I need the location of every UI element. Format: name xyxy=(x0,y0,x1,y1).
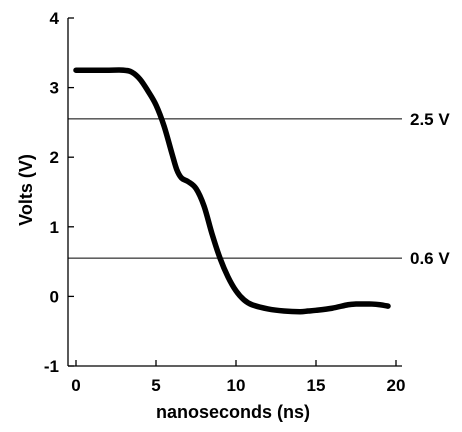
tick-labels: -1 0 1 2 3 4 0 5 10 15 20 xyxy=(44,9,406,395)
x-tick-label: 15 xyxy=(307,376,326,395)
axes xyxy=(67,17,402,367)
x-tick-label: 10 xyxy=(227,376,246,395)
y-axis-label: Volts (V) xyxy=(16,154,36,226)
series-line xyxy=(73,67,391,315)
y-tick-label: -1 xyxy=(44,357,59,376)
y-tick-label: 1 xyxy=(50,218,59,237)
x-tick-label: 20 xyxy=(387,376,406,395)
y-tick-label: 4 xyxy=(50,9,60,28)
series-group xyxy=(73,67,391,315)
reference-lines: 2.5 V 0.6 V xyxy=(68,110,450,268)
y-tick-label: 3 xyxy=(50,79,59,98)
x-axis-label: nanoseconds (ns) xyxy=(156,402,310,422)
y-tick-label: 2 xyxy=(50,148,59,167)
reference-line-label: 2.5 V xyxy=(410,110,450,129)
x-tick-label: 0 xyxy=(71,376,80,395)
reference-line-label: 0.6 V xyxy=(410,249,450,268)
x-tick-label: 5 xyxy=(151,376,160,395)
y-tick-label: 0 xyxy=(50,287,59,306)
